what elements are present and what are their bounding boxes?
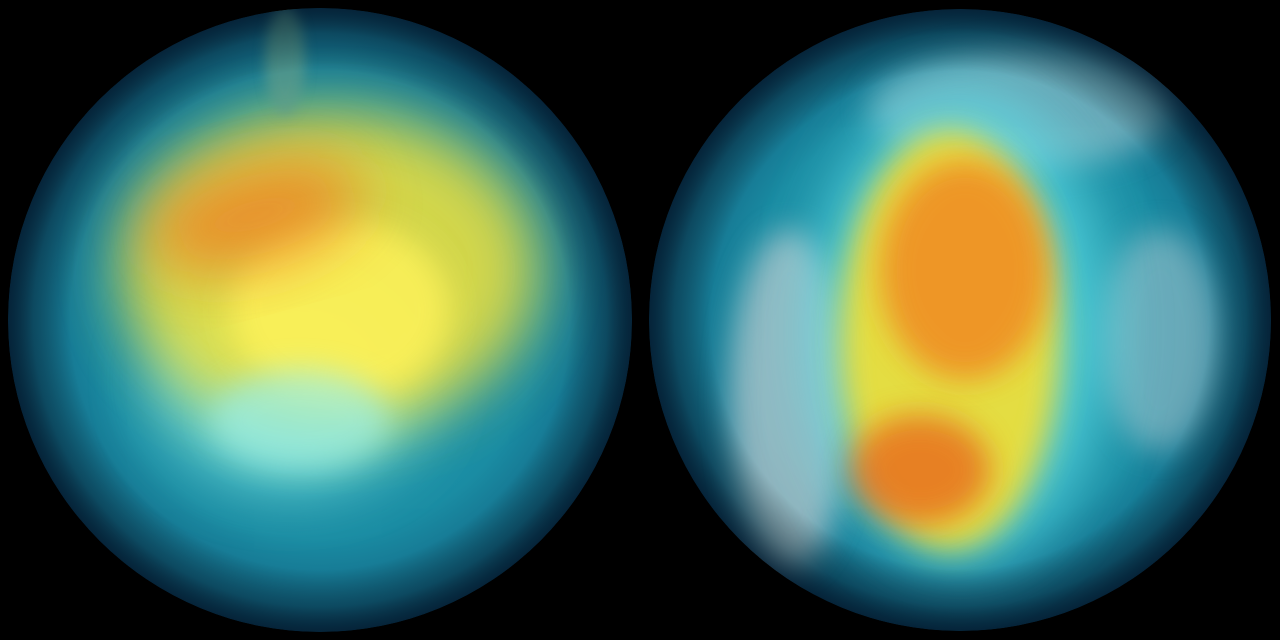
limb: [649, 9, 1271, 631]
limb: [8, 8, 632, 632]
right-globe: [649, 9, 1271, 631]
left-globe: [8, 8, 632, 632]
